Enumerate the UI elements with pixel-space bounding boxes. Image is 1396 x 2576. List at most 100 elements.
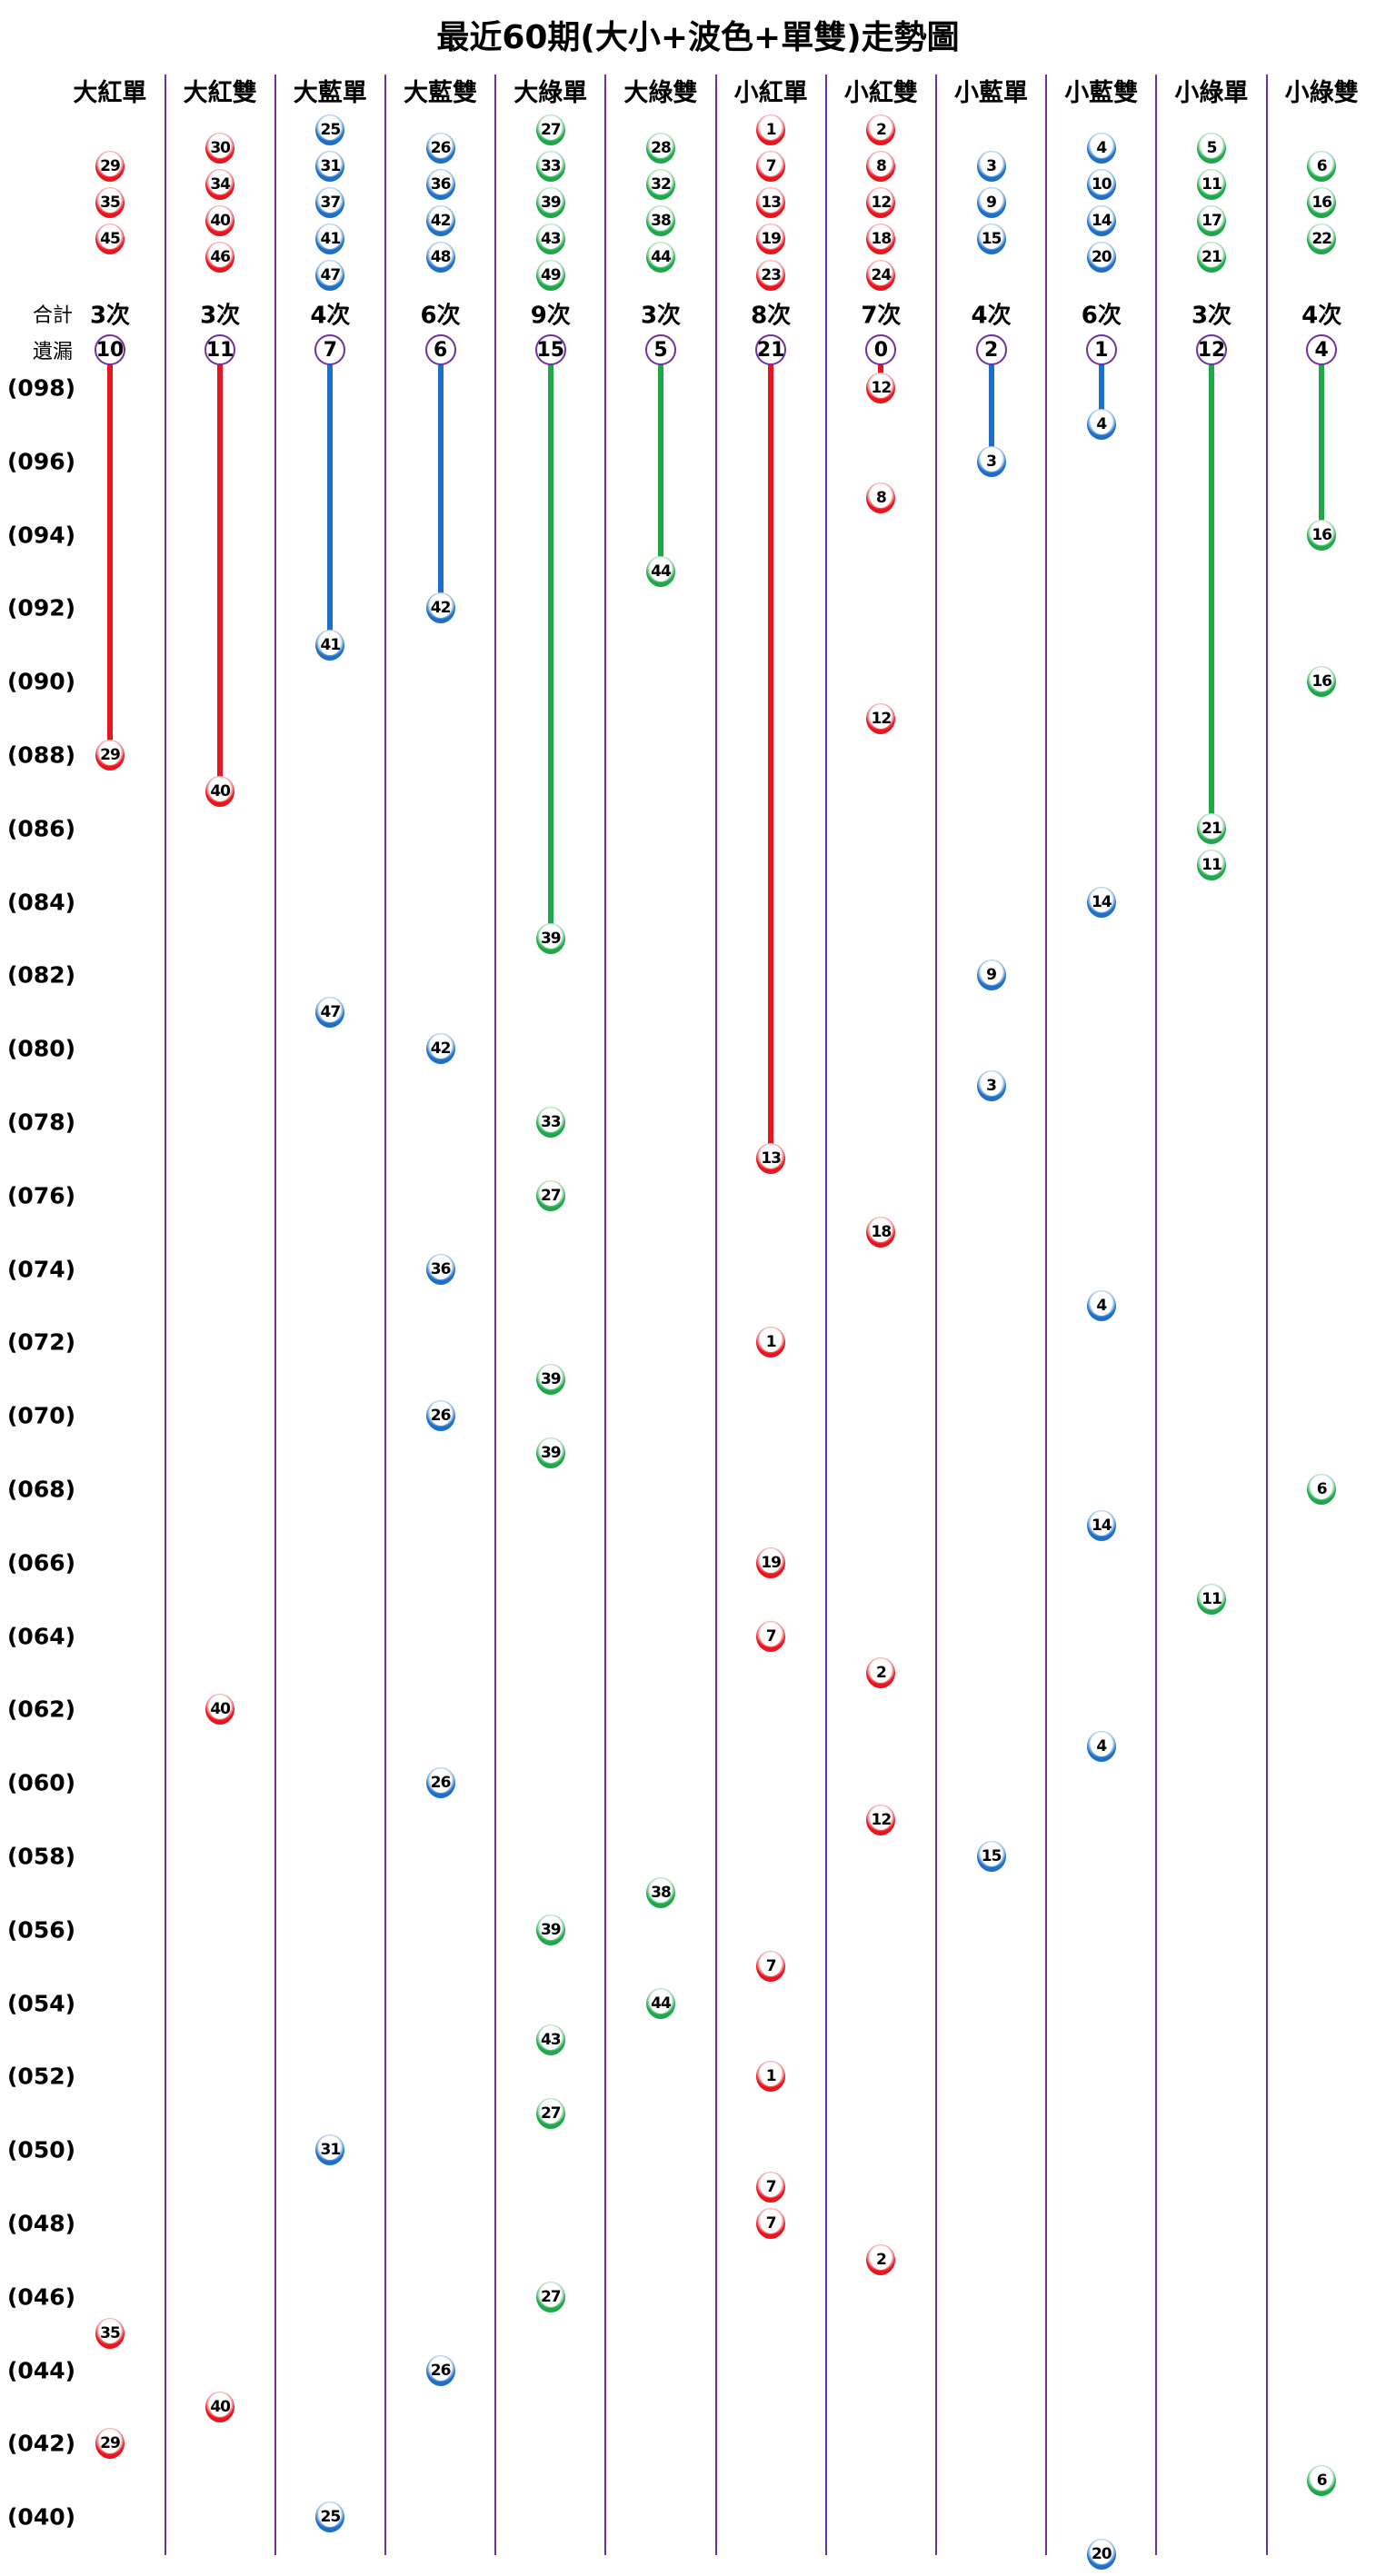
ball-number: 29 (100, 156, 121, 176)
pool-ball: 38 (646, 205, 675, 236)
ball-number: 42 (430, 598, 451, 619)
total-count: 8次 (751, 302, 792, 330)
period-label: (040) (7, 2503, 76, 2531)
period-label: (060) (7, 1769, 76, 1796)
ball-number: 3 (981, 1075, 1002, 1096)
ball-number: 15 (981, 1846, 1002, 1866)
ball-number: 13 (761, 1149, 782, 1169)
pool-ball: 25 (315, 114, 345, 145)
column-divider (1155, 75, 1158, 2555)
hit-ball: 27 (535, 1179, 565, 1211)
hit-ball: 9 (976, 960, 1006, 991)
miss-count: 6 (424, 334, 456, 365)
period-label: (044) (7, 2357, 76, 2384)
pool-ball: 48 (425, 242, 455, 273)
hit-ball: 41 (315, 629, 345, 661)
ball-number: 35 (100, 193, 121, 213)
column-divider (164, 75, 166, 2555)
column-header: 小綠雙 (1284, 79, 1359, 107)
ball-number: 25 (320, 2507, 341, 2528)
hit-ball: 4 (1086, 1290, 1116, 1321)
column-divider (384, 75, 386, 2555)
period-label: (076) (7, 1182, 76, 1209)
miss-streak-line (658, 363, 663, 572)
hit-ball: 43 (535, 2024, 565, 2055)
column-divider (604, 75, 607, 2555)
ball-number: 34 (210, 174, 231, 194)
ball-number: 7 (761, 1626, 782, 1646)
ball-number: 27 (540, 120, 562, 140)
pool-ball: 44 (646, 242, 675, 273)
ball-number: 42 (430, 211, 451, 231)
ball-number: 11 (1202, 855, 1222, 876)
column-header: 小紅雙 (843, 79, 918, 107)
chart-title: 最近60期(大小+波色+單雙)走勢圖 (436, 19, 960, 56)
period-label: (080) (7, 1035, 76, 1062)
ball-number: 46 (210, 247, 231, 267)
miss-streak-line (217, 363, 224, 792)
ball-number: 12 (871, 193, 892, 213)
hit-ball: 39 (535, 1437, 565, 1468)
total-count: 6次 (1081, 302, 1122, 330)
ball-number: 40 (210, 781, 231, 802)
period-label: (064) (7, 1623, 76, 1650)
hit-ball: 7 (756, 2208, 786, 2239)
hit-ball: 12 (866, 373, 896, 403)
ball-number: 32 (651, 174, 672, 194)
ball-number: 13 (761, 193, 782, 213)
hit-ball: 40 (205, 1694, 235, 1726)
hit-ball: 29 (95, 2428, 125, 2460)
pool-ball: 45 (95, 224, 125, 254)
ball-number: 10 (1091, 174, 1112, 194)
pool-ball: 39 (535, 187, 565, 218)
ball-number: 20 (1091, 247, 1112, 267)
miss-count: 21 (755, 334, 787, 365)
pool-ball: 13 (756, 187, 786, 218)
total-count: 9次 (530, 302, 571, 330)
period-label: (048) (7, 2210, 76, 2237)
ball-number: 9 (981, 965, 1002, 986)
pool-ball: 6 (1307, 151, 1337, 182)
ball-number: 45 (100, 229, 121, 249)
column-header: 大綠雙 (623, 79, 698, 107)
pool-ball: 47 (315, 260, 345, 291)
hit-ball: 6 (1307, 2464, 1337, 2496)
ball-number: 44 (651, 1993, 672, 2014)
pool-ball: 21 (1197, 242, 1226, 273)
ball-number: 36 (430, 1258, 451, 1279)
miss-count: 10 (95, 334, 125, 365)
pool-ball: 33 (535, 151, 565, 182)
ball-number: 11 (1202, 174, 1222, 194)
ball-number: 14 (1091, 891, 1112, 912)
ball-number: 40 (210, 2397, 231, 2417)
hit-ball: 36 (425, 1253, 455, 1285)
ball-number: 12 (871, 1809, 892, 1830)
hit-ball: 2 (866, 2244, 896, 2276)
hit-ball: 18 (866, 1217, 896, 1248)
period-label: (084) (7, 889, 76, 916)
pool-ball: 20 (1086, 242, 1116, 273)
ball-number: 33 (540, 156, 562, 176)
total-count: 3次 (200, 302, 241, 330)
period-label: (042) (7, 2430, 76, 2457)
pool-ball: 46 (205, 242, 235, 273)
ball-number: 35 (100, 2323, 121, 2344)
period-label: (088) (7, 741, 76, 769)
ball-number: 6 (1311, 156, 1332, 176)
hit-ball: 26 (425, 2354, 455, 2386)
hit-ball: 44 (646, 1987, 675, 2019)
hit-ball: 3 (976, 445, 1006, 477)
ball-number: 4 (1091, 138, 1112, 158)
ball-number: 31 (320, 156, 341, 176)
ball-number: 41 (320, 634, 341, 655)
ball-number: 41 (320, 229, 341, 249)
hit-ball: 7 (756, 1951, 786, 1983)
hit-ball: 7 (756, 1620, 786, 1652)
period-label: (086) (7, 815, 76, 842)
hit-ball: 44 (646, 556, 675, 587)
total-count: 6次 (420, 302, 461, 330)
ball-number: 39 (540, 1368, 562, 1389)
pool-ball: 37 (315, 187, 345, 218)
ball-number: 39 (540, 1442, 562, 1463)
